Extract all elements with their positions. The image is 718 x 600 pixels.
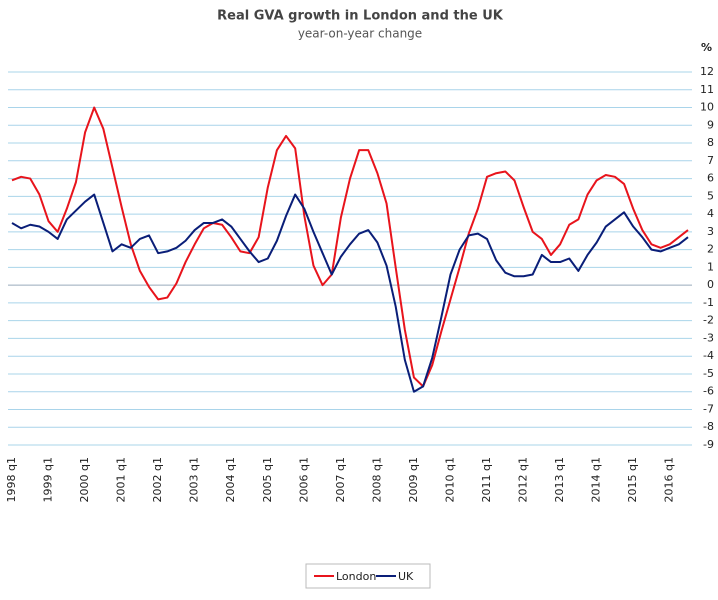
- y-tick-label: 10: [700, 101, 714, 114]
- x-tick-label: 2010 q1: [443, 457, 456, 502]
- y-tick-label: 9: [707, 118, 714, 131]
- x-tick-label: 2007 q1: [334, 457, 347, 502]
- y-tick-label: -9: [703, 438, 714, 451]
- y-tick-label: -8: [703, 420, 714, 433]
- x-tick-label: 1998 q1: [5, 457, 18, 502]
- y-tick-label: 6: [707, 172, 714, 185]
- x-tick-label: 2004 q1: [224, 457, 237, 502]
- y-tick-label: 3: [707, 225, 714, 238]
- y-tick-label: 7: [707, 154, 714, 167]
- y-tick-label: -6: [703, 385, 714, 398]
- chart-subtitle: year-on-year change: [298, 27, 422, 41]
- legend-label: London: [336, 570, 376, 583]
- y-tick-label: -1: [703, 296, 714, 309]
- y-tick-label: 8: [707, 136, 714, 149]
- series-line: [11, 106, 689, 388]
- x-tick-label: 2003 q1: [188, 457, 201, 502]
- x-tick-label: 1999 q1: [42, 457, 55, 502]
- x-tick-label: 2012 q1: [517, 457, 530, 502]
- y-tick-label: 2: [707, 243, 714, 256]
- x-tick-label: 2016 q1: [663, 457, 676, 502]
- y-axis-label: %: [701, 41, 712, 54]
- x-tick-label: 2009 q1: [407, 457, 420, 502]
- legend-label: UK: [398, 570, 414, 583]
- y-tick-label: -5: [703, 367, 714, 380]
- x-tick-label: 2001 q1: [115, 457, 128, 502]
- y-tick-label: 5: [707, 189, 714, 202]
- series-line: [11, 193, 689, 393]
- x-tick-label: 2002 q1: [151, 457, 164, 502]
- chart-title: Real GVA growth in London and the UK: [217, 9, 504, 24]
- x-tick-label: 2000 q1: [78, 457, 91, 502]
- x-tick-label: 2015 q1: [626, 457, 639, 502]
- y-tick-label: -3: [703, 331, 714, 344]
- y-tick-label: 4: [707, 207, 714, 220]
- y-tick-label: -4: [703, 349, 714, 362]
- y-tick-label: 0: [707, 278, 714, 291]
- x-tick-label: 2011 q1: [480, 457, 493, 502]
- y-tick-label: 1: [707, 260, 714, 273]
- x-tick-label: 2006 q1: [297, 457, 310, 502]
- y-tick-label: -2: [703, 314, 714, 327]
- x-tick-label: 2013 q1: [553, 457, 566, 502]
- y-tick-label: 12: [700, 65, 714, 78]
- x-tick-label: 2014 q1: [590, 457, 603, 502]
- y-tick-label: -7: [703, 402, 714, 415]
- x-tick-label: 2005 q1: [261, 457, 274, 502]
- x-tick-label: 2008 q1: [370, 457, 383, 502]
- y-tick-label: 11: [700, 83, 714, 96]
